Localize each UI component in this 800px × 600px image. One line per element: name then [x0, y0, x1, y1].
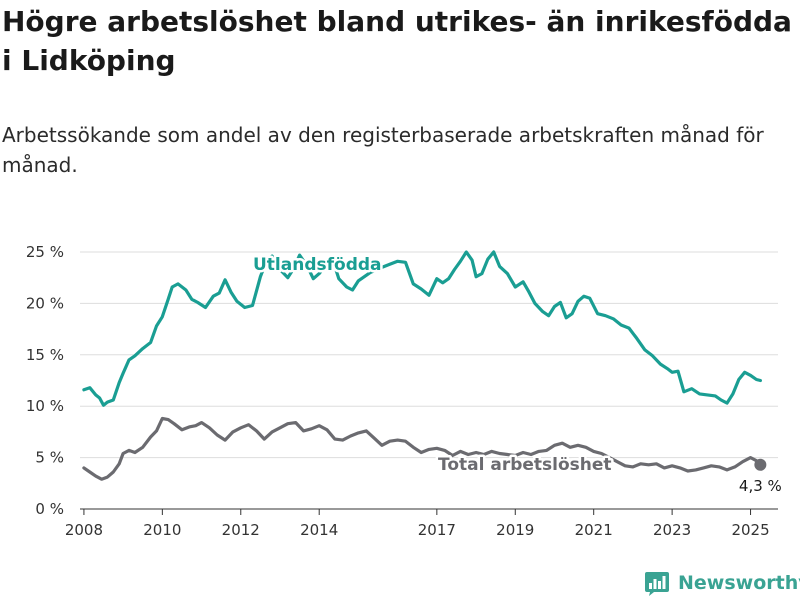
- y-tick-label: 5 %: [35, 449, 64, 467]
- x-tick-label: 2008: [65, 521, 103, 539]
- grid-lines: [80, 251, 778, 459]
- series-label-total-arbetsloshet: Total arbetslöshet: [438, 455, 612, 475]
- x-tick-label: 2010: [143, 521, 181, 539]
- y-tick-label: 15 %: [26, 346, 64, 364]
- x-tick-label: 2012: [222, 521, 260, 539]
- end-value-label: 4,3 %: [739, 477, 782, 495]
- x-tick-label: 2023: [653, 521, 691, 539]
- series-line-utlandsfodda: [82, 250, 762, 407]
- end-annotation: 4,3 %: [739, 458, 782, 495]
- series-lines: [82, 250, 762, 481]
- y-tick-label: 25 %: [26, 243, 64, 261]
- y-axis-ticks: 0 % 5 % 10 % 15 % 20 % 25 %: [26, 243, 64, 518]
- y-tick-label: 10 %: [26, 397, 64, 415]
- x-tick-label: 2017: [418, 521, 456, 539]
- series-labels: Utlandsfödda Total arbetslöshet: [251, 253, 615, 478]
- chart-title: Högre arbetslöshet bland utrikes- än inr…: [2, 5, 792, 77]
- brand: Newsworthy: [644, 568, 800, 598]
- x-tick-label: 2019: [496, 521, 534, 539]
- chart-subtitle: Arbetssökande som andel av den registerb…: [2, 123, 764, 177]
- x-tick-label: 2021: [575, 521, 613, 539]
- end-point-dot: [754, 458, 767, 471]
- series-label-utlandsfodda: Utlandsfödda: [253, 255, 382, 275]
- brand-name: Newsworthy: [678, 572, 800, 594]
- y-tick-label: 20 %: [26, 294, 64, 312]
- x-axis-ticks: 2008 2010 2012 2014 2017 2019 2021 2023 2025: [65, 509, 770, 539]
- x-tick-label: 2025: [731, 521, 769, 539]
- newsworthy-logo-icon: [645, 572, 669, 596]
- x-tick-label: 2014: [300, 521, 338, 539]
- series-line-total-arbetsloshet: [82, 416, 762, 481]
- y-tick-label: 0 %: [35, 500, 64, 518]
